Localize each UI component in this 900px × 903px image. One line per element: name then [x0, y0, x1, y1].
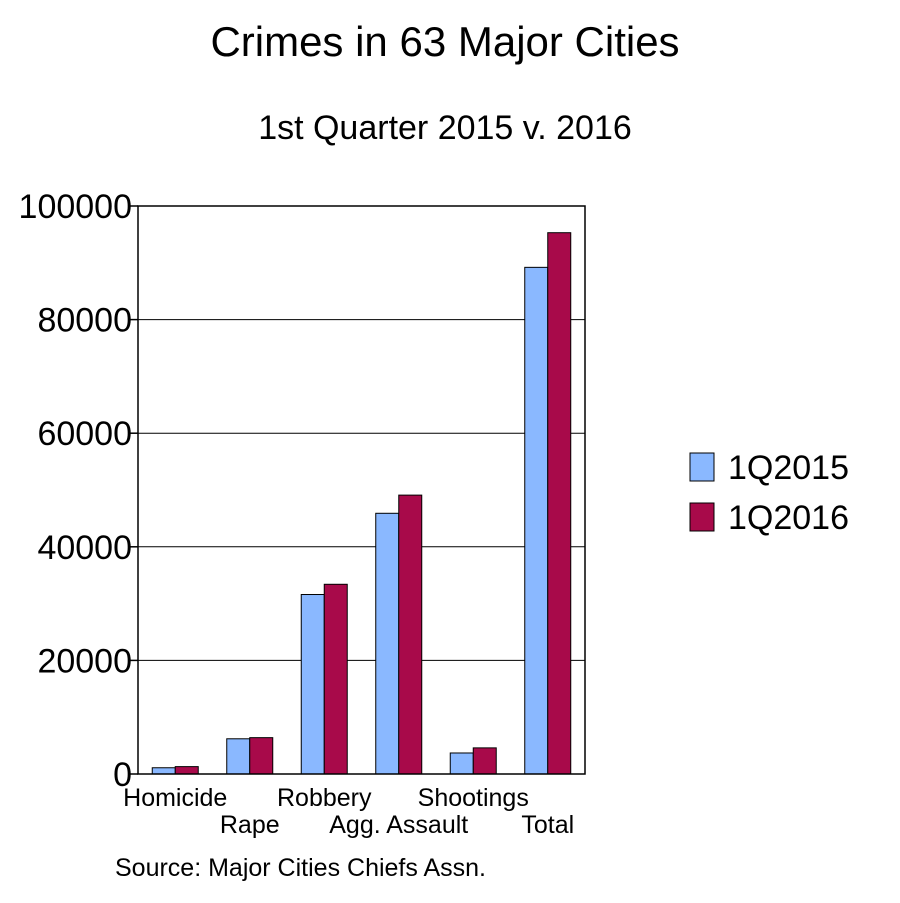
- bar: [249, 737, 274, 775]
- y-tick-label: 100000: [19, 188, 132, 226]
- x-tick-label: Rape: [220, 811, 280, 839]
- bar: [300, 594, 325, 775]
- legend-label: 1Q2016: [728, 499, 849, 537]
- y-tick-label: 40000: [37, 529, 132, 567]
- chart-subtitle: 1st Quarter 2015 v. 2016: [258, 109, 632, 147]
- bar: [547, 232, 572, 775]
- x-tick-label: Homicide: [123, 784, 227, 812]
- legend: 1Q2015 1Q2016: [689, 449, 849, 537]
- bar: [449, 752, 474, 775]
- legend-swatch: [689, 502, 715, 532]
- x-tick-label: Robbery: [277, 784, 372, 812]
- bar: [323, 583, 348, 775]
- bar: [398, 494, 423, 775]
- x-tick-label: Agg. Assault: [329, 811, 468, 839]
- plot-frame: [137, 205, 586, 775]
- x-tick-label: Total: [521, 811, 574, 839]
- y-tick-label: 60000: [37, 415, 132, 453]
- bar: [375, 512, 400, 775]
- y-tick-label: 20000: [37, 642, 132, 680]
- legend-swatch: [689, 452, 715, 482]
- gridlines: [138, 319, 585, 661]
- bars: [151, 232, 572, 775]
- y-axis: 0 20000 40000 60000 80000 100000: [19, 188, 138, 794]
- y-tick-label: 0: [113, 756, 132, 794]
- bar: [524, 266, 549, 775]
- legend-label: 1Q2015: [728, 449, 849, 487]
- source-note: Source: Major Cities Chiefs Assn.: [115, 854, 486, 882]
- bar: [151, 767, 176, 775]
- y-tick-label: 80000: [37, 302, 132, 340]
- x-tick-label: Shootings: [418, 784, 529, 812]
- chart-title: Crimes in 63 Major Cities: [210, 18, 679, 65]
- bar: [174, 766, 199, 775]
- bar: [472, 747, 497, 775]
- bar: [226, 738, 251, 775]
